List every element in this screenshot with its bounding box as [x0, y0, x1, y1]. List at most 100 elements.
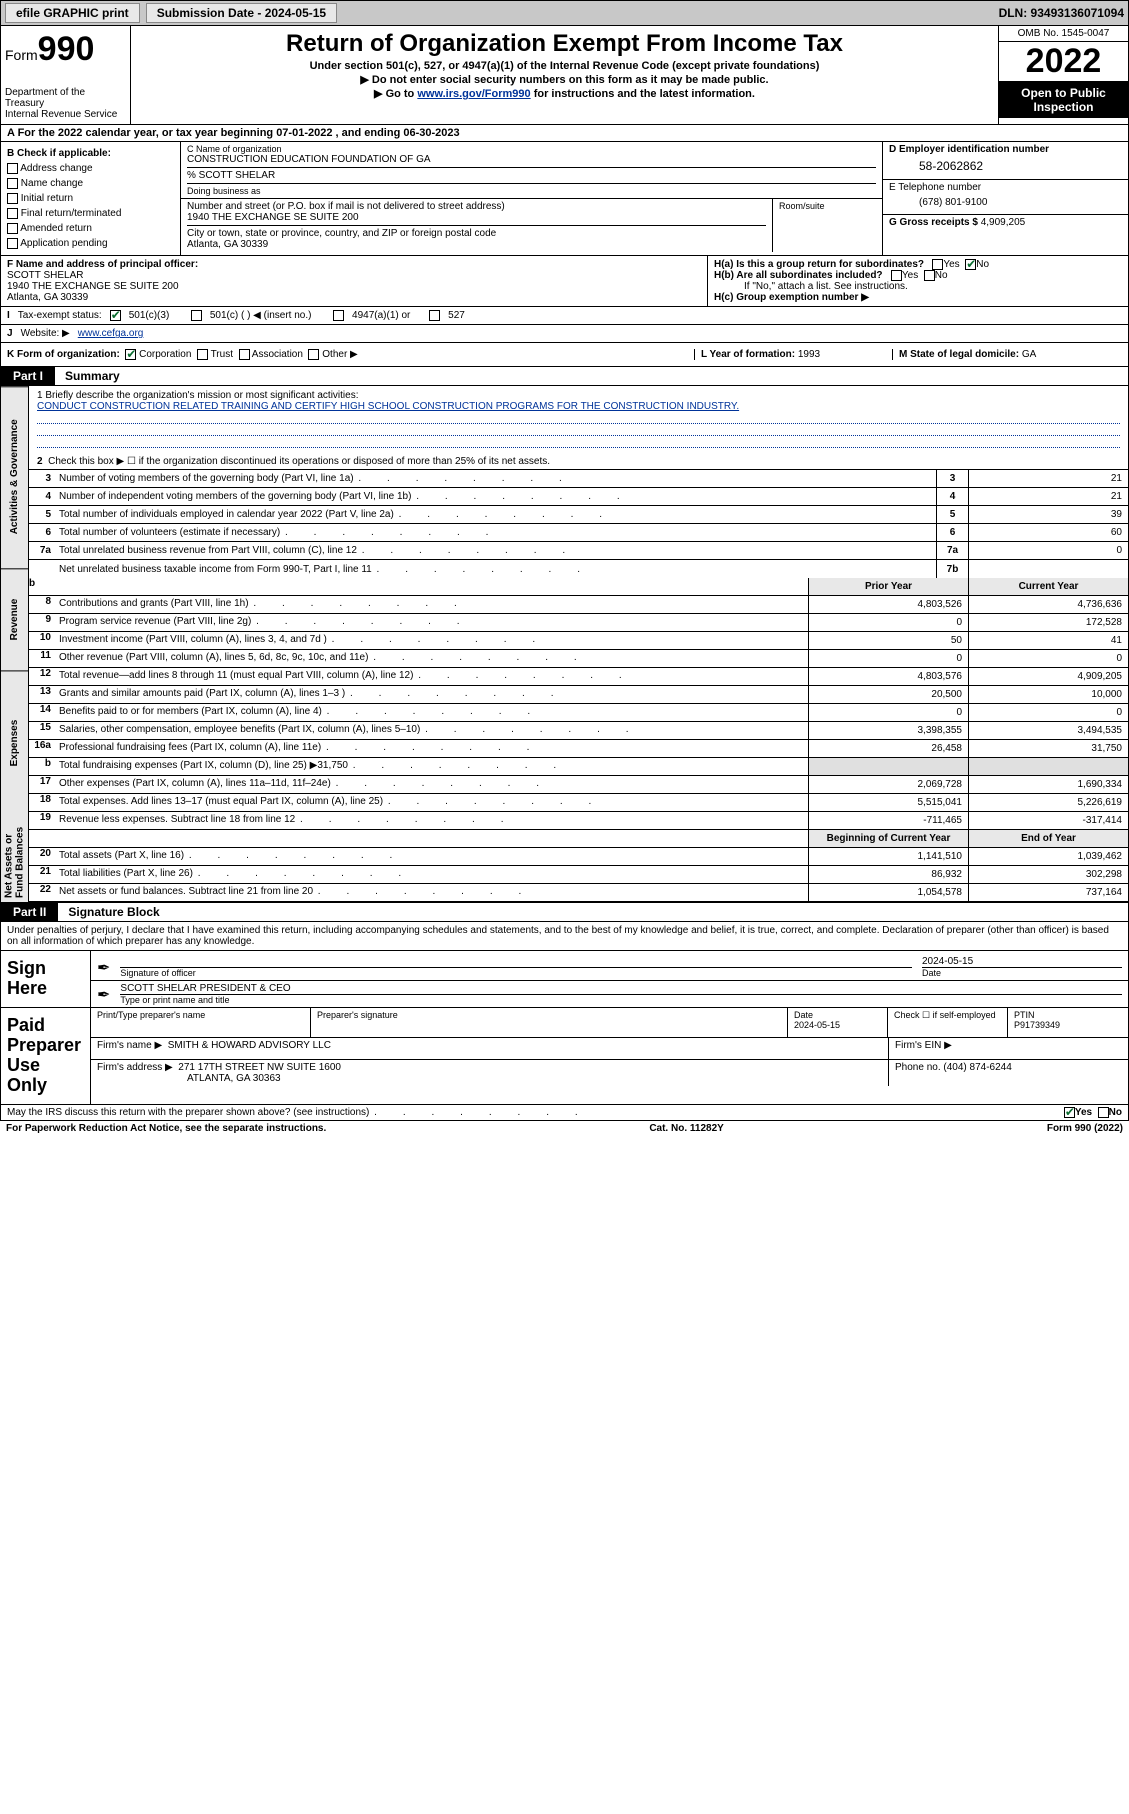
hdr-beg-year: Beginning of Current Year — [808, 830, 968, 847]
cb-name-change[interactable]: Name change — [7, 176, 174, 191]
part-1-label: Part I — [1, 367, 55, 385]
form-header: Form990 Department of the Treasury Inter… — [0, 26, 1129, 125]
cb-initial-return[interactable]: Initial return — [7, 191, 174, 206]
pra-notice: For Paperwork Reduction Act Notice, see … — [6, 1123, 326, 1134]
col-c: C Name of organization CONSTRUCTION EDUC… — [181, 142, 883, 255]
firm-ein-cell: Firm's EIN ▶ — [888, 1038, 1128, 1059]
mission-text[interactable]: CONDUCT CONSTRUCTION RELATED TRAINING AN… — [37, 401, 739, 412]
f-lbl: F Name and address of principal officer: — [7, 259, 198, 270]
sig-intro: Under penalties of perjury, I declare th… — [0, 922, 1129, 951]
hb-yes-cb[interactable] — [891, 270, 902, 281]
prep-right: Print/Type preparer's name Preparer's si… — [91, 1008, 1128, 1103]
form-ref: Form 990 (2022) — [1047, 1123, 1123, 1134]
ha-row: H(a) Is this a group return for subordin… — [714, 259, 1122, 270]
summary-row: 12Total revenue—add lines 8 through 11 (… — [29, 668, 1128, 686]
omb-label: OMB No. 1545-0047 — [999, 26, 1128, 42]
ha-no-cb[interactable] — [965, 259, 976, 270]
ein-lbl: D Employer identification number — [889, 144, 1122, 155]
sig-line-1: ✒ Signature of officer 2024-05-15 Date — [91, 951, 1128, 981]
sig-date-col: 2024-05-15 Date — [922, 956, 1122, 978]
year-formation: 1993 — [798, 349, 820, 360]
cb-address-change[interactable]: Address change — [7, 161, 174, 176]
part-1-header: Part I Summary — [0, 367, 1129, 386]
cb-final-return[interactable]: Final return/terminated — [7, 206, 174, 221]
dln-label: DLN: 93493136071094 — [999, 6, 1124, 20]
summary-row: 7aTotal unrelated business revenue from … — [29, 542, 1128, 560]
i-lbl: Tax-exempt status: — [18, 310, 102, 321]
discuss-row: May the IRS discuss this return with the… — [0, 1105, 1129, 1121]
website-link[interactable]: www.cefga.org — [78, 328, 144, 339]
top-bar: efile GRAPHIC print Submission Date - 20… — [0, 0, 1129, 26]
header-left: Form990 Department of the Treasury Inter… — [1, 26, 131, 124]
summary-row: 14Benefits paid to or for members (Part … — [29, 704, 1128, 722]
discuss-yes-cb[interactable] — [1064, 1107, 1075, 1118]
cb-pending[interactable]: Application pending — [7, 236, 174, 251]
instructions-link[interactable]: www.irs.gov/Form990 — [417, 88, 530, 100]
efile-print-button[interactable]: efile GRAPHIC print — [5, 3, 140, 23]
k-trust-cb[interactable] — [197, 349, 208, 360]
f-name: SCOTT SHELAR — [7, 270, 84, 281]
part-2-label: Part II — [1, 903, 58, 921]
sig-officer-lbl: Signature of officer — [120, 968, 912, 978]
j-lbl: Website: ▶ — [21, 328, 70, 339]
phone-lbl: E Telephone number — [889, 182, 1122, 193]
f-addr1: 1940 THE EXCHANGE SE SUITE 200 — [7, 281, 179, 292]
ha-yes-cb[interactable] — [932, 259, 943, 270]
part-2-header: Part II Signature Block — [0, 903, 1129, 922]
sig-date-lbl: Date — [922, 968, 1122, 978]
row-i: I Tax-exempt status: 501(c)(3) 501(c) ( … — [0, 307, 1129, 325]
prep-row-1: Print/Type preparer's name Preparer's si… — [91, 1008, 1128, 1038]
cell-e: E Telephone number (678) 801-9100 — [883, 179, 1128, 214]
col-h: H(a) Is this a group return for subordin… — [708, 256, 1128, 306]
cb-amended[interactable]: Amended return — [7, 221, 174, 236]
tab-expenses: Expenses — [1, 670, 28, 815]
i-501c-cb[interactable] — [191, 310, 202, 321]
block-fh: F Name and address of principal officer:… — [0, 256, 1129, 307]
summary-row: 19Revenue less expenses. Subtract line 1… — [29, 812, 1128, 830]
submission-date-label: Submission Date - 2024-05-15 — [146, 3, 337, 23]
f-addr2: Atlanta, GA 30339 — [7, 292, 88, 303]
left-tabs: Activities & Governance Revenue Expenses… — [1, 386, 29, 902]
summary-row: 5Total number of individuals employed in… — [29, 506, 1128, 524]
row-j: J Website: ▶ www.cefga.org — [0, 325, 1129, 343]
summary-row: 9Program service revenue (Part VIII, lin… — [29, 614, 1128, 632]
cell-d: D Employer identification number 58-2062… — [883, 142, 1128, 179]
k-corp-cb[interactable] — [125, 349, 136, 360]
col-de: D Employer identification number 58-2062… — [883, 142, 1128, 255]
pen-icon: ✒ — [97, 985, 110, 1005]
hb-lbl: H(b) Are all subordinates included? — [714, 270, 883, 281]
prep-row-2: Firm's name ▶ SMITH & HOWARD ADVISORY LL… — [91, 1038, 1128, 1060]
header-right: OMB No. 1545-0047 2022 Open to Public In… — [998, 26, 1128, 124]
addr-val: 1940 THE EXCHANGE SE SUITE 200 — [187, 212, 766, 223]
summary-row: 13Grants and similar amounts paid (Part … — [29, 686, 1128, 704]
sign-here-right: ✒ Signature of officer 2024-05-15 Date ✒… — [91, 951, 1128, 1007]
discuss-no-cb[interactable] — [1098, 1107, 1109, 1118]
row-a-period: A For the 2022 calendar year, or tax yea… — [0, 125, 1129, 142]
k-other-cb[interactable] — [308, 349, 319, 360]
phone-val: (678) 801-9100 — [889, 193, 1122, 212]
summary-row: 17Other expenses (Part IX, column (A), l… — [29, 776, 1128, 794]
form-number-big: 990 — [38, 30, 95, 68]
hb-no-cb[interactable] — [924, 270, 935, 281]
col-f: F Name and address of principal officer:… — [1, 256, 708, 306]
form-title: Return of Organization Exempt From Incom… — [139, 30, 990, 58]
summary-row: bTotal fundraising expenses (Part IX, co… — [29, 758, 1128, 776]
sub3-post: for instructions and the latest informat… — [531, 88, 755, 100]
subtitle-2: ▶ Do not enter social security numbers o… — [139, 73, 990, 86]
summary-row: Net unrelated business taxable income fr… — [29, 560, 1128, 578]
i-4947-cb[interactable] — [333, 310, 344, 321]
tab-governance: Activities & Governance — [1, 386, 28, 567]
firm-addr2: ATLANTA, GA 30363 — [97, 1073, 281, 1084]
i-527-cb[interactable] — [429, 310, 440, 321]
line-2: 2 Check this box ▶ ☐ if the organization… — [37, 456, 1120, 467]
dotted-line — [37, 426, 1120, 436]
prep-date: Date 2024-05-15 — [788, 1008, 888, 1037]
city-val: Atlanta, GA 30339 — [187, 239, 766, 250]
i-501c3-cb[interactable] — [110, 310, 121, 321]
sig-name-lbl: Type or print name and title — [120, 995, 1122, 1005]
k-assoc-cb[interactable] — [239, 349, 250, 360]
dba-lbl: Doing business as — [187, 183, 876, 196]
summary-row: 21Total liabilities (Part X, line 26)86,… — [29, 866, 1128, 884]
prep-sig-lbl: Preparer's signature — [311, 1008, 788, 1037]
discuss-text: May the IRS discuss this return with the… — [7, 1107, 369, 1118]
